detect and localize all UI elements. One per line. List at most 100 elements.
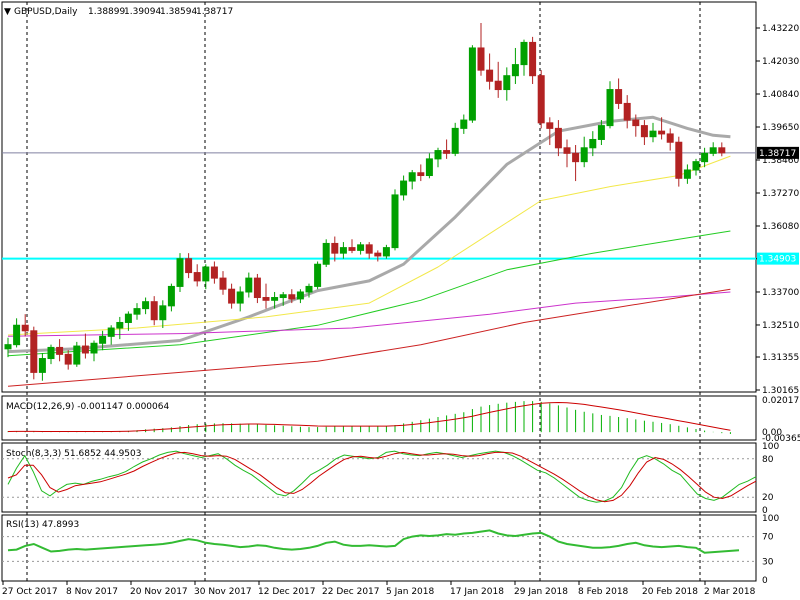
candle-bull: [511, 64, 519, 77]
time-tick-label: 30 Nov 2017: [194, 587, 252, 597]
candle-bear: [219, 277, 227, 290]
price-axis: 1.43220 1.42030 1.40840 1.39650 1.38460 1.372…: [756, 24, 799, 396]
candle-bull: [701, 152, 709, 163]
candle-bull: [580, 147, 588, 163]
candle-bull: [176, 258, 184, 287]
candle-bull: [38, 358, 46, 373]
rsi-tick-label: 100: [762, 514, 779, 524]
candle-bull: [339, 247, 347, 254]
price-tick-label: 1.33700: [762, 288, 799, 298]
candle-bull: [296, 291, 304, 300]
macd-tick-label: 0.00: [762, 428, 782, 438]
time-tick-label: 8 Feb 2018: [578, 587, 629, 597]
candle-bear: [529, 41, 537, 77]
rsi-tick-label: 30: [762, 557, 774, 567]
candle-bull: [589, 138, 597, 149]
candle-bull: [357, 244, 365, 251]
candle-bull: [597, 125, 605, 140]
candle-bull: [236, 291, 244, 304]
candle-bull: [142, 301, 150, 310]
candle-bear: [185, 258, 193, 274]
price-tick-label: 1.30165: [762, 386, 799, 396]
stoch-signal-line: [7, 451, 757, 503]
price-tick-label: 1.39650: [762, 123, 799, 133]
candle-bull: [503, 75, 511, 91]
candle-bear: [615, 89, 623, 104]
candle-bear: [210, 266, 218, 279]
time-axis: 27 Oct 2017 8 Nov 2017 20 Nov 2017 30 Nov 2…: [2, 581, 756, 597]
candlesticks: [4, 23, 726, 381]
candle-bear: [477, 47, 485, 71]
candle-bear: [640, 125, 648, 138]
header-high: 1.39094: [124, 7, 161, 17]
price-tick-label: 1.32510: [762, 321, 799, 331]
candle-bull: [202, 266, 210, 282]
stochastic-panel: Stoch(8,3,3) 51.6852 44.9503 100 80 20 0: [1, 442, 779, 516]
candle-bull: [279, 294, 287, 299]
candle-bull: [468, 47, 476, 121]
candle-bull: [305, 285, 313, 293]
candle-bull: [167, 285, 175, 307]
support-price-tag-label: 1.34903: [759, 255, 796, 265]
support-price-tag: [757, 252, 799, 265]
main-price-panel: 1.43220 1.42030 1.40840 1.39650 1.38460 1.372…: [1, 1, 799, 581]
candle-bear: [374, 252, 382, 257]
candle-bear: [81, 345, 89, 354]
macd-series: [7, 401, 731, 434]
time-tick-label: 27 Oct 2017: [2, 587, 58, 597]
candle-bear: [193, 272, 201, 282]
rsi-axis: 100 70 30 0: [2, 514, 779, 586]
stoch-tick-label: 0: [762, 506, 768, 516]
candle-bear: [494, 80, 502, 91]
candle-bear: [537, 75, 545, 124]
moving-averages: [7, 115, 731, 387]
time-tick-label: 29 Jan 2018: [514, 587, 568, 597]
time-tick-label: 12 Dec 2017: [258, 587, 316, 597]
candle-bear: [348, 247, 356, 251]
stoch-tick-label: 100: [762, 442, 779, 452]
macd-tick-label: -0.003655: [762, 434, 800, 444]
current-price-tag-label: 1.38717: [759, 149, 796, 159]
candle-bull: [520, 41, 528, 66]
stoch-label: Stoch(8,3,3) 51.6852 44.9503: [6, 449, 141, 459]
candle-bull: [314, 263, 322, 287]
price-tick-label: 1.40840: [762, 90, 799, 100]
time-tick-label: 20 Nov 2017: [130, 587, 188, 597]
candle-bull: [451, 127, 459, 154]
candle-bull: [271, 297, 279, 301]
rsi-panel: RSI(13) 47.8993 100 70 30 0: [1, 514, 779, 586]
candle-bull: [400, 180, 408, 196]
candle-bear: [150, 301, 158, 321]
candle-bull: [116, 321, 124, 329]
candle-bull: [133, 308, 141, 315]
candle-bull: [245, 277, 253, 293]
price-tick-label: 1.31355: [762, 353, 799, 363]
stoch-panel-frame: [1, 442, 757, 513]
time-tick-label: 22 Dec 2017: [322, 587, 380, 597]
candle-bear: [262, 297, 270, 301]
macd-label: MACD(12,26,9) -0.001147 0.000064: [6, 402, 169, 412]
candle-bull: [90, 342, 98, 354]
candle-bear: [56, 346, 64, 355]
time-tick-label: 8 Nov 2017: [66, 587, 118, 597]
candle-bear: [666, 133, 674, 143]
macd-signal-line: [7, 401, 731, 432]
stoch-main-line: [7, 450, 757, 503]
macd-panel-frame: [1, 395, 757, 441]
rsi-series: [7, 529, 740, 554]
candle-bear: [443, 150, 451, 154]
candle-bear: [554, 127, 562, 149]
candle-bull: [391, 194, 399, 249]
rsi-label: RSI(13) 47.8993: [6, 520, 79, 530]
candle-bear: [365, 244, 373, 254]
candle-bull: [322, 242, 330, 265]
stoch-axis: 100 80 20 0: [2, 442, 779, 516]
candle-bear: [572, 152, 580, 163]
candle-bear: [417, 172, 425, 177]
candle-bear: [228, 288, 236, 304]
candle-bull: [13, 324, 21, 346]
time-tick-label: 20 Feb 2018: [642, 587, 698, 597]
symbol-header: ▼ GBPUSD,Daily 1.38899 1.39094 1.38594 1…: [4, 7, 233, 17]
time-tick-label: 5 Jan 2018: [386, 587, 434, 597]
